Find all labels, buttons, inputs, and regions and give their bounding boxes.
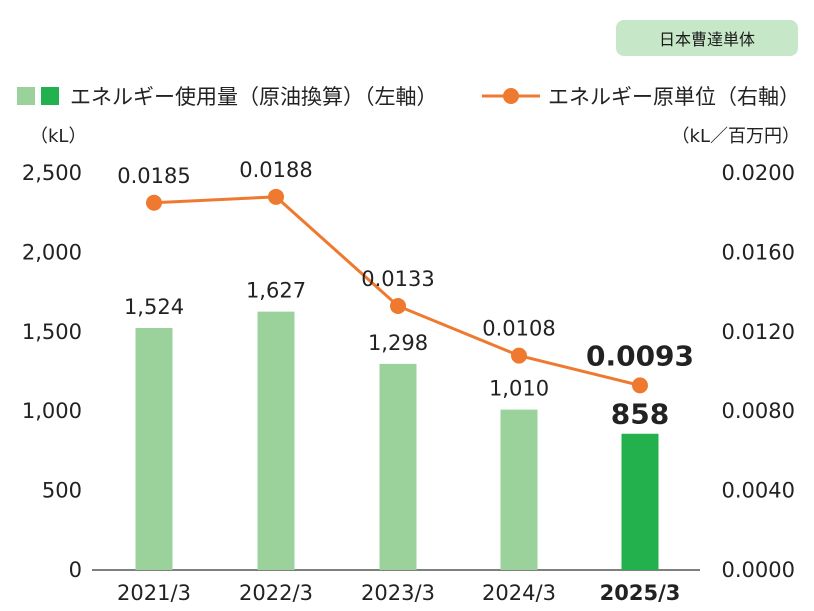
bar xyxy=(500,409,538,570)
line-points xyxy=(146,188,648,394)
x-tick: 2021/3 xyxy=(117,581,191,605)
right-tick: 0.0000 xyxy=(722,558,795,582)
legend-line-label: エネルギー原単位（右軸） xyxy=(548,85,800,109)
intensity-line xyxy=(153,195,641,387)
x-axis-labels: 2021/3 2022/3 2023/3 2024/3 2025/3 xyxy=(117,581,680,605)
bars xyxy=(135,311,659,570)
line-label: 0.0133 xyxy=(361,267,434,291)
left-axis-unit: （kL） xyxy=(30,126,86,147)
legend-swatch-dark xyxy=(41,87,59,105)
right-tick: 0.0200 xyxy=(722,161,795,185)
legend-line-marker xyxy=(503,88,519,104)
bar-label: 1,627 xyxy=(246,279,306,303)
x-tick: 2025/3 xyxy=(600,581,681,605)
bar-label: 1,298 xyxy=(368,331,428,355)
right-tick: 0.0080 xyxy=(722,399,795,423)
left-tick: 500 xyxy=(42,479,82,503)
scope-badge: 日本曹達単体 xyxy=(616,20,798,56)
right-tick: 0.0160 xyxy=(722,240,795,264)
right-axis-ticks: 0.0000 0.0040 0.0080 0.0120 0.0160 0.020… xyxy=(722,161,795,582)
legend-bar-label: エネルギー使用量（原油換算）（左軸） xyxy=(70,85,438,109)
line-label: 0.0185 xyxy=(117,164,190,188)
line-label: 0.0188 xyxy=(239,158,312,182)
legend: エネルギー使用量（原油換算）（左軸） エネルギー原単位（右軸） xyxy=(17,85,800,109)
left-axis-ticks: 0 500 1,000 1,500 2,000 2,500 xyxy=(22,161,82,582)
bar xyxy=(379,363,417,570)
x-tick: 2023/3 xyxy=(361,581,435,605)
line-label: 0.0108 xyxy=(482,317,555,341)
scope-badge-bg xyxy=(616,20,798,56)
line-point xyxy=(390,297,406,314)
left-tick: 2,000 xyxy=(22,240,82,264)
left-tick: 1,000 xyxy=(22,399,82,423)
line-point xyxy=(268,188,284,205)
left-tick: 2,500 xyxy=(22,161,82,185)
right-axis-unit: （kL／百万円） xyxy=(672,126,800,147)
line-point xyxy=(511,347,527,364)
right-tick: 0.0120 xyxy=(722,320,795,344)
line-labels: 0.0185 0.0188 0.0133 0.0108 0.0093 xyxy=(117,158,694,373)
line-point xyxy=(632,377,648,394)
bar-label: 1,524 xyxy=(124,295,184,319)
line-label: 0.0093 xyxy=(586,339,694,372)
left-tick: 1,500 xyxy=(22,320,82,344)
x-tick: 2024/3 xyxy=(482,581,556,605)
bar-label: 1,010 xyxy=(489,377,549,401)
x-tick: 2022/3 xyxy=(239,581,313,605)
bar xyxy=(621,433,659,570)
line-point xyxy=(146,194,162,211)
left-tick: 0 xyxy=(69,558,82,582)
legend-swatch-light xyxy=(17,87,35,105)
bar xyxy=(135,327,173,570)
scope-badge-label: 日本曹達単体 xyxy=(659,30,755,49)
right-tick: 0.0040 xyxy=(722,479,795,503)
bar-labels: 1,524 1,627 1,298 1,010 858 xyxy=(124,279,669,431)
bar-label: 858 xyxy=(611,398,669,431)
bar xyxy=(257,311,295,570)
